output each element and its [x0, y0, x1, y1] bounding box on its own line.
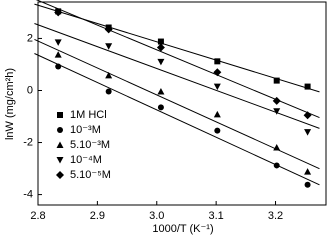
- plot-frame: [37, 1, 327, 206]
- legend-marker: [56, 141, 64, 148]
- legend-label: 10⁻³M: [70, 124, 101, 136]
- marker: [304, 168, 312, 175]
- marker: [54, 51, 62, 58]
- marker: [273, 108, 281, 115]
- x-tick-label: 2.8: [30, 210, 45, 222]
- marker: [105, 43, 113, 50]
- fit-line: [34, 53, 320, 186]
- legend-marker: [56, 171, 64, 179]
- y-tick-label: 0: [27, 84, 33, 96]
- marker: [304, 129, 312, 136]
- fit-line: [35, 0, 320, 119]
- fit-line: [34, 38, 320, 170]
- y-tick-label: -2: [23, 136, 33, 148]
- marker: [54, 39, 62, 46]
- marker: [304, 181, 311, 188]
- marker: [157, 104, 164, 111]
- marker: [273, 162, 280, 169]
- x-tick-label: 3.0: [149, 210, 164, 222]
- x-tick-label: 2.9: [90, 210, 105, 222]
- marker: [157, 88, 165, 95]
- fit-line: [34, 23, 320, 129]
- marker: [272, 96, 281, 105]
- marker: [55, 63, 62, 70]
- marker: [157, 38, 164, 45]
- y-axis-label: lnW (mg/cm²h): [4, 68, 16, 140]
- marker: [156, 43, 165, 52]
- legend-label: 10⁻⁴M: [70, 154, 102, 166]
- marker: [214, 58, 221, 65]
- marker: [104, 25, 113, 34]
- marker: [105, 88, 112, 95]
- x-tick-label: 3.1: [208, 210, 223, 222]
- legend-marker: [57, 127, 63, 133]
- legend-marker: [56, 157, 64, 164]
- marker: [105, 71, 113, 79]
- y-tick-label: -4: [23, 188, 33, 200]
- legend-label: 1M HCl: [70, 109, 107, 121]
- marker: [213, 110, 221, 118]
- x-axis-label: 1000/T (K⁻¹): [152, 223, 213, 235]
- marker: [273, 77, 280, 84]
- marker: [303, 111, 312, 120]
- marker: [213, 68, 222, 77]
- marker: [304, 83, 311, 90]
- x-tick-label: 3.2: [268, 210, 283, 222]
- marker: [157, 58, 165, 66]
- marker: [273, 143, 281, 151]
- marker: [214, 127, 221, 134]
- legend-marker: [57, 112, 63, 118]
- y-tick-label: 2: [27, 32, 33, 44]
- legend-label: 5.10⁻⁵M: [70, 169, 111, 181]
- marker: [213, 83, 221, 91]
- marker: [54, 8, 63, 17]
- legend-label: 5.10⁻³M: [70, 139, 110, 151]
